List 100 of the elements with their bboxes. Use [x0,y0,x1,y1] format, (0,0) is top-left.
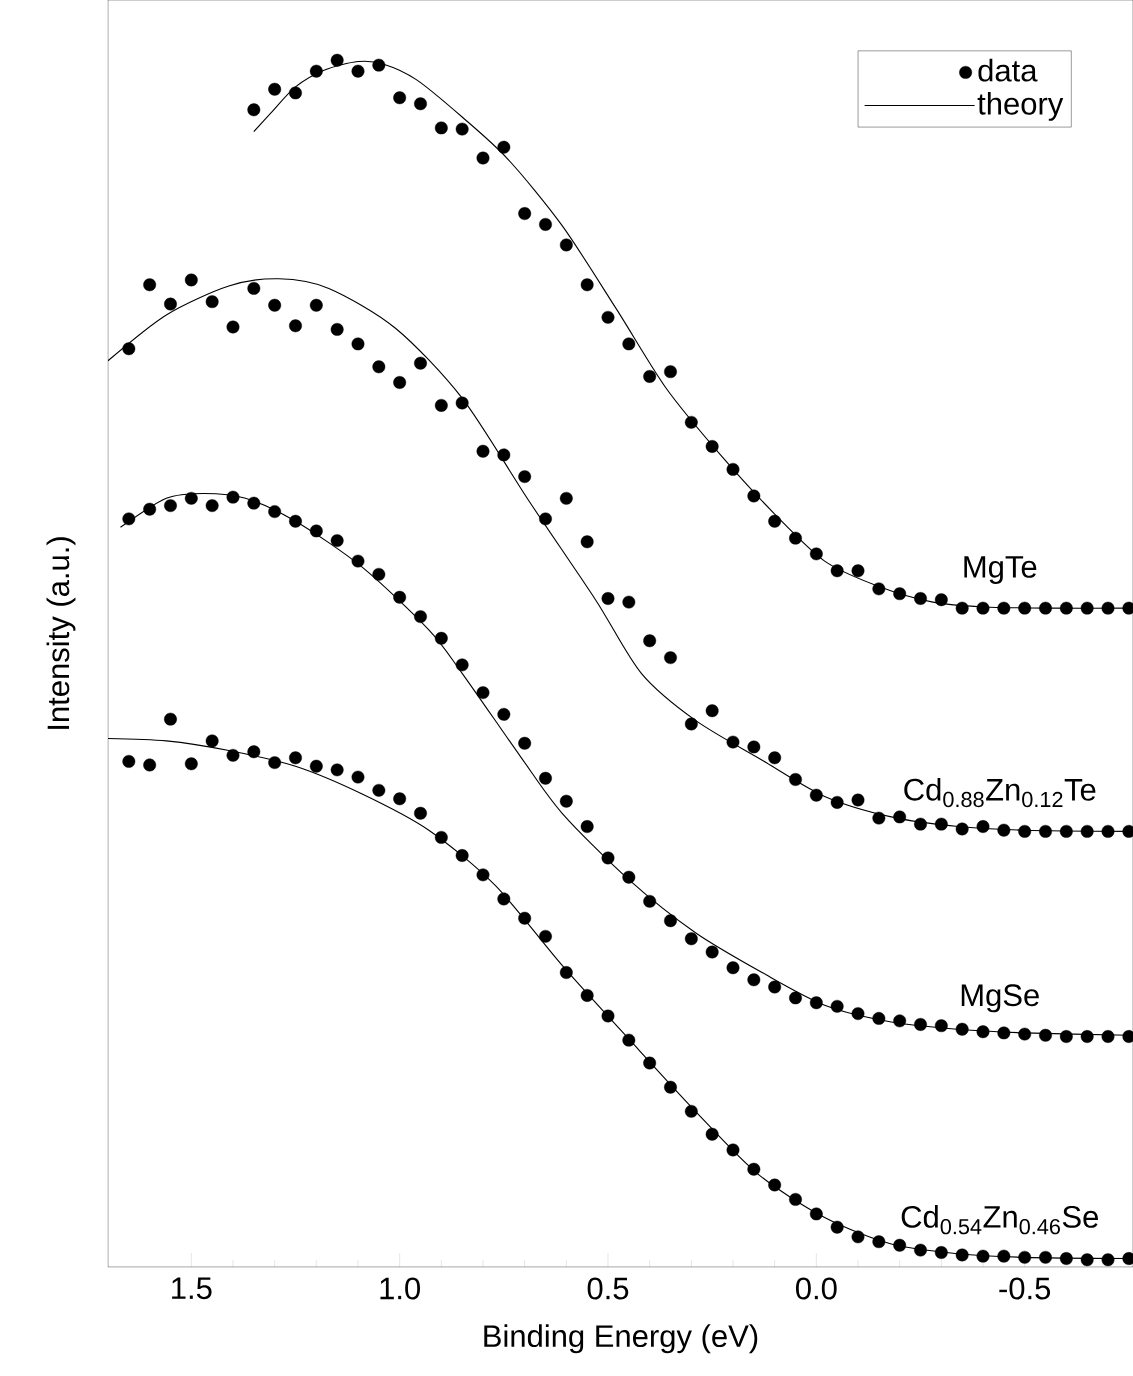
point [122,755,136,768]
point [184,273,198,287]
point [226,320,240,334]
point [476,444,490,458]
point [872,1012,886,1025]
point [643,370,657,383]
point [1018,1250,1032,1264]
x-tick-label: -0.5 [999,1277,1051,1300]
point [268,82,282,96]
point [976,601,990,615]
point [497,448,511,462]
point [330,763,344,777]
point [768,751,782,765]
point [497,707,511,721]
point [684,932,698,946]
point [726,961,740,975]
point [893,810,907,824]
point [205,499,219,512]
point [747,973,761,987]
point [830,999,844,1013]
point [289,514,302,528]
point [247,496,261,510]
point [414,356,427,370]
point [518,911,532,925]
point [268,505,282,519]
point [393,91,407,105]
point [768,514,782,528]
point [809,1207,823,1221]
point [455,849,469,862]
point [1080,601,1094,615]
point [955,601,969,615]
point [1059,1030,1073,1043]
point [747,489,761,503]
point [393,590,407,604]
x-tick-label: 1.5 [172,1277,212,1300]
point [539,512,552,526]
point [205,734,219,748]
point [434,631,448,645]
point [914,1018,927,1031]
point [143,502,157,516]
point [539,929,552,943]
point [414,806,427,820]
point [830,564,844,578]
point [747,1162,761,1176]
point [622,1033,636,1047]
point [351,554,365,568]
point [351,64,365,78]
point [851,1230,865,1244]
point [1059,601,1073,615]
point [559,491,573,505]
point [997,1249,1011,1263]
legend-label: theory [977,91,1064,121]
point [789,991,802,1005]
point [184,757,198,771]
point [997,1026,1011,1040]
point [518,207,532,220]
point [872,1235,886,1249]
point [268,756,282,770]
point [351,337,365,351]
point [622,870,636,884]
point [122,512,136,526]
point [476,686,490,700]
point [1101,601,1115,615]
point [726,1143,740,1157]
point [143,758,157,772]
point [497,892,511,906]
point [976,1025,990,1039]
point [684,717,698,731]
point [976,1249,990,1263]
point [1018,824,1032,838]
point [559,966,573,979]
annotation: MgSe [961,984,1039,1013]
point [664,365,677,379]
point [934,1246,948,1259]
point [830,796,844,809]
x-tick-label: 0.5 [587,1277,629,1300]
point [601,592,615,605]
point [893,1014,907,1028]
point [747,740,761,754]
point [684,415,698,429]
point [559,794,573,808]
point [518,470,532,484]
point [497,140,511,154]
point [914,592,927,605]
point [434,399,448,412]
point [955,1248,969,1262]
point [289,319,302,333]
point [976,820,990,833]
point [434,831,448,844]
point [1101,1030,1115,1043]
point [789,773,802,786]
point [309,759,323,773]
point [1101,1253,1115,1267]
point [414,610,427,623]
point [455,658,469,672]
point [434,121,448,135]
point [559,238,573,252]
point [143,278,157,292]
point [580,989,594,1002]
point [247,745,261,759]
